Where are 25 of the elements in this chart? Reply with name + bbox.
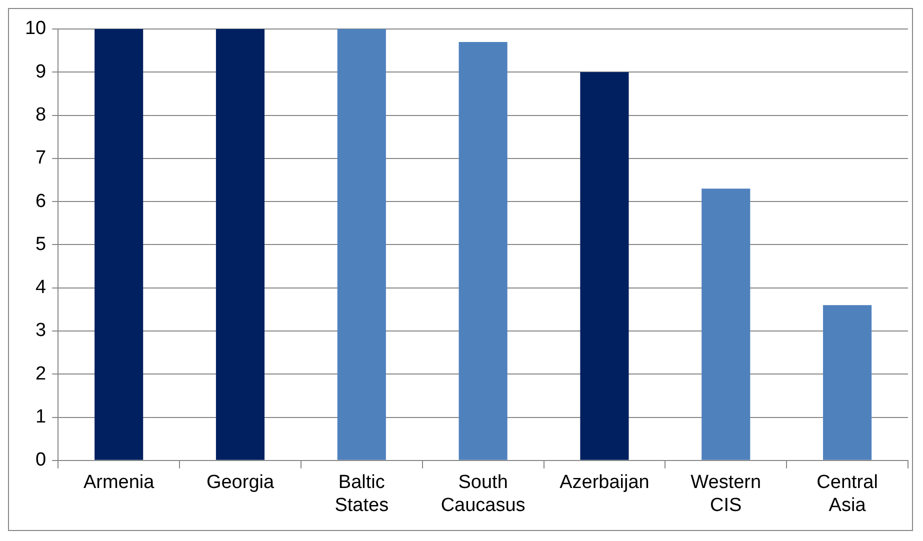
- bar: [580, 72, 629, 460]
- y-tick-label: 6: [36, 190, 46, 212]
- bar: [702, 188, 750, 460]
- x-tick-label: Central Asia: [816, 472, 878, 516]
- y-tick-label: 3: [36, 320, 46, 342]
- bar: [823, 305, 872, 460]
- y-tick-label: 5: [36, 234, 46, 255]
- y-tick-label: 9: [36, 61, 46, 82]
- x-tick-label: South Caucasus: [440, 472, 526, 516]
- bar: [94, 29, 144, 460]
- x-tick-label: Armenia: [83, 472, 155, 494]
- y-tick-label: 2: [36, 363, 46, 384]
- y-tick-label: 1: [36, 406, 46, 428]
- x-tick-label: Baltic States: [334, 472, 389, 516]
- bar: [337, 29, 386, 460]
- y-tick-label: 10: [24, 18, 46, 40]
- x-tick-label: Azerbaijan: [560, 472, 650, 494]
- x-tick-label: Western CIS: [690, 472, 762, 516]
- y-tick-label: 0: [36, 450, 46, 471]
- x-tick-label: Georgia: [206, 472, 274, 494]
- y-tick-label: 7: [36, 148, 46, 169]
- bar: [458, 42, 508, 460]
- y-tick-label: 8: [36, 104, 46, 126]
- y-tick-label: 4: [36, 277, 47, 298]
- bar: [216, 29, 265, 460]
